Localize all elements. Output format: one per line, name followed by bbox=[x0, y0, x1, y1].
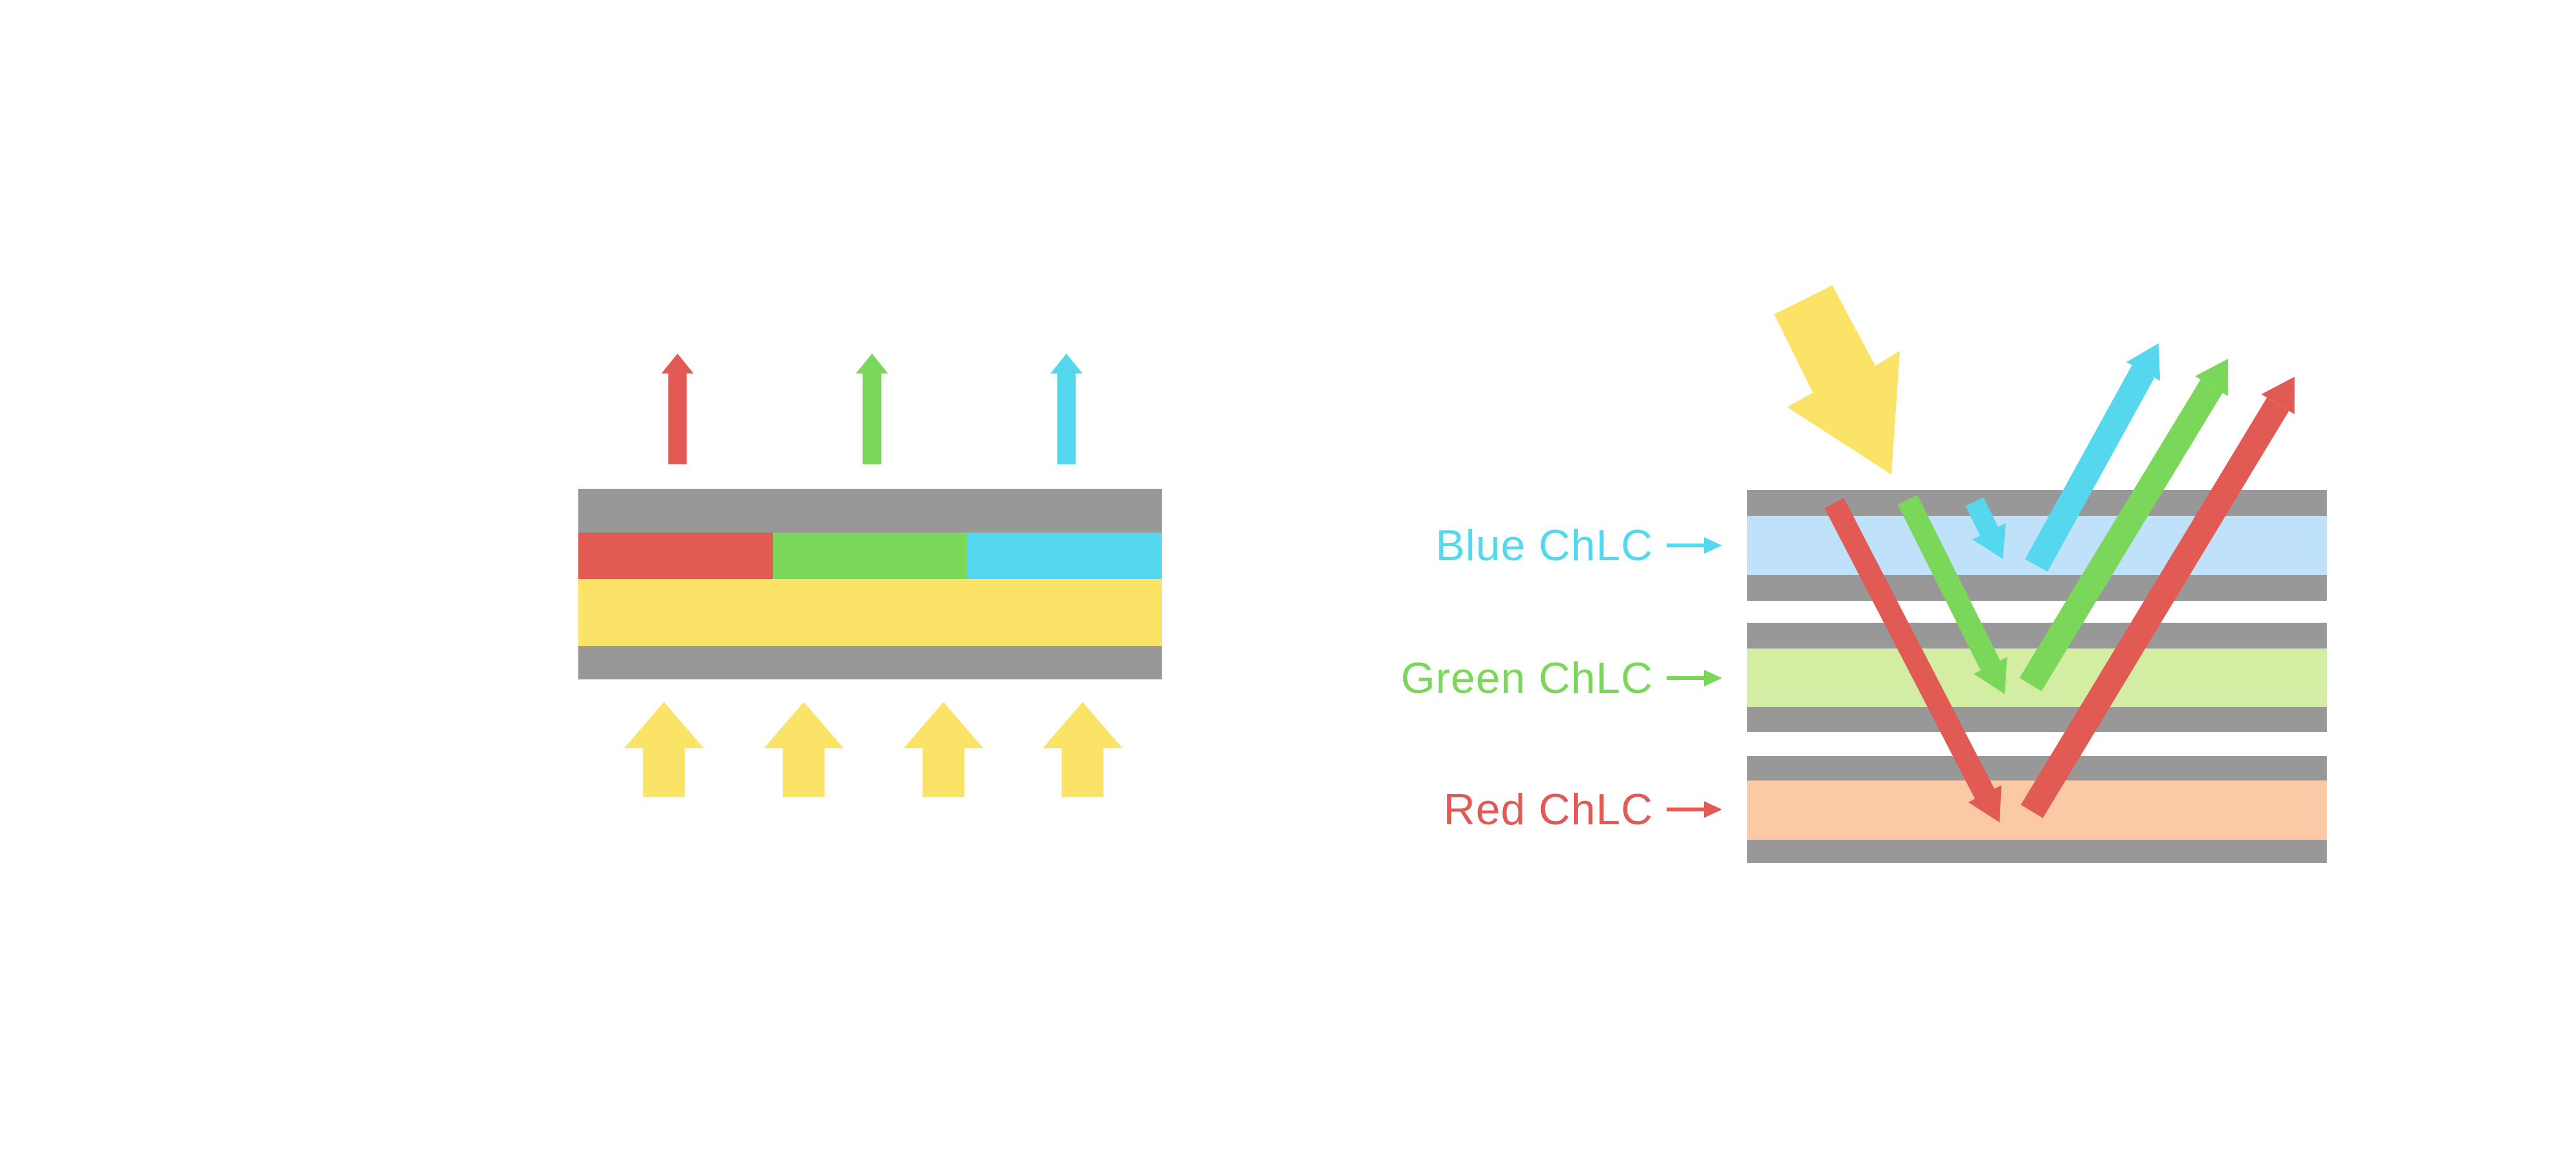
blue-label-arrow-head-icon bbox=[1704, 537, 1722, 554]
blue-cell-bottom-substrate bbox=[1747, 575, 2327, 601]
green-down-ray-icon bbox=[1897, 495, 2007, 694]
green-down-ray-shaft bbox=[1897, 495, 2000, 670]
red-reflected-ray-icon bbox=[2020, 377, 2295, 818]
cyan-down-ray-shaft bbox=[1965, 497, 1998, 536]
green-label-arrow-head-icon bbox=[1704, 670, 1722, 686]
cyan-reflected-ray-icon bbox=[2025, 343, 2161, 572]
cyan-reflected-ray-shaft bbox=[2025, 365, 2155, 572]
left-stack-red-filter bbox=[578, 533, 773, 579]
backlight-up-arrow-icon-3 bbox=[904, 702, 983, 797]
green-reflected-ray-shaft bbox=[2019, 379, 2223, 692]
left-stack-blue-filter bbox=[967, 533, 1162, 579]
green-chlc-label-group: Green ChLC bbox=[1401, 654, 1722, 703]
backlight-up-arrow-icon-4 bbox=[1043, 702, 1122, 797]
backlight-up-arrow-icon-1 bbox=[624, 702, 704, 797]
green-reflected-ray-head bbox=[2195, 359, 2228, 397]
left-stack-top-glass bbox=[578, 489, 1162, 533]
left-stack-bottom-glass bbox=[578, 646, 1162, 679]
cyan-up-arrow-icon bbox=[1050, 354, 1083, 464]
red-down-ray-shaft bbox=[1824, 498, 1995, 799]
cyan-down-ray-icon bbox=[1965, 497, 2006, 559]
cyan-reflected-ray-head bbox=[2126, 343, 2161, 381]
green-down-ray-head bbox=[1973, 657, 2007, 694]
green-cell-top-substrate bbox=[1747, 623, 2327, 648]
red-reflected-ray-head bbox=[2261, 377, 2295, 415]
red-chlc-label: Red ChLC bbox=[1444, 785, 1654, 834]
green-cell-bottom-substrate bbox=[1747, 707, 2327, 732]
red-reflected-ray-shaft bbox=[2020, 397, 2289, 818]
red-down-ray-icon bbox=[1824, 498, 2002, 822]
red-chlc-label-group: Red ChLC bbox=[1444, 785, 1722, 834]
left-stack-diagram bbox=[578, 354, 1162, 797]
backlight-up-arrow-icon-2 bbox=[764, 702, 844, 797]
green-up-arrow-icon bbox=[856, 354, 888, 464]
red-cell-top-substrate bbox=[1747, 756, 2327, 780]
cyan-down-ray-head bbox=[1972, 523, 2006, 559]
red-down-ray-head bbox=[1968, 785, 2002, 822]
blue-chlc-label-group: Blue ChLC bbox=[1435, 521, 1722, 570]
red-cell-bottom-substrate bbox=[1747, 840, 2327, 863]
left-stack-backlight-layer bbox=[578, 579, 1162, 646]
green-chlc-label: Green ChLC bbox=[1401, 654, 1653, 703]
red-up-arrow-icon bbox=[661, 354, 694, 464]
left-stack-green-filter bbox=[773, 533, 967, 579]
right-stack-diagram: Blue ChLC Green ChLC Red ChLC bbox=[1401, 285, 2327, 863]
incident-light-block-arrow-icon bbox=[1774, 285, 1900, 475]
red-label-arrow-head-icon bbox=[1704, 801, 1722, 818]
blue-chlc-label: Blue ChLC bbox=[1435, 521, 1653, 570]
green-reflected-ray-icon bbox=[2019, 359, 2228, 692]
